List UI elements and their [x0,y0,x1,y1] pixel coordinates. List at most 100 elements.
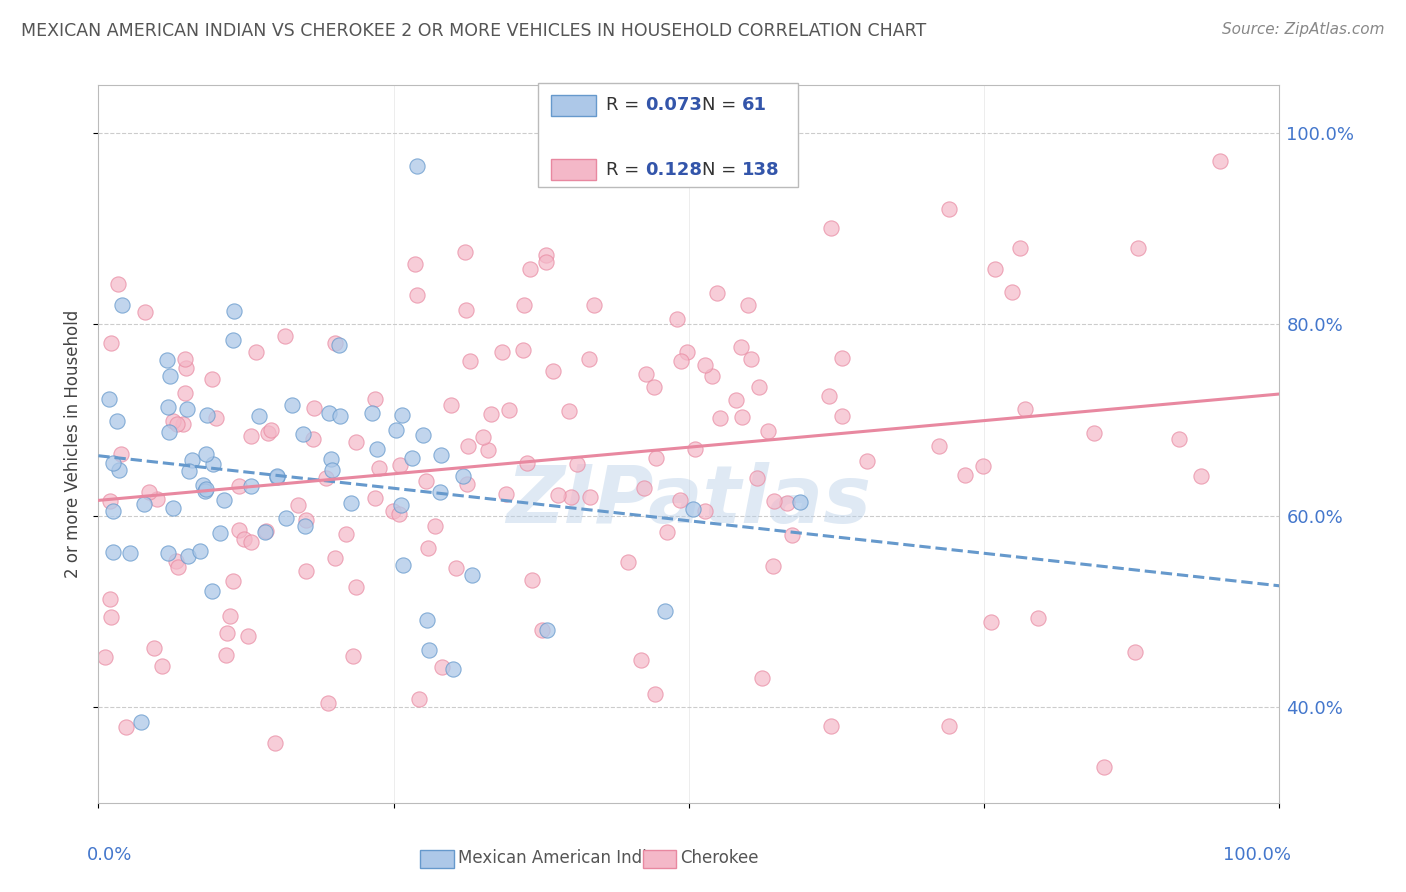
Text: Mexican American Indians: Mexican American Indians [458,849,676,867]
Point [406,159,429,173]
Point [737,298,759,312]
Text: 0.128: 0.128 [645,161,703,178]
Point [676,345,699,359]
Point [259,423,281,437]
Point [101,504,124,518]
Point [731,409,754,424]
Point [134,498,156,512]
Point [366,442,388,457]
Point [254,524,277,539]
Point [479,407,502,421]
Point [388,507,411,521]
Point [239,479,262,493]
Point [145,492,167,507]
Point [129,714,152,729]
Point [451,469,474,483]
Point [165,554,187,568]
Point [1209,154,1232,169]
Point [763,494,786,508]
Point [391,408,413,422]
Point [281,398,304,412]
Point [202,457,225,471]
Point [240,429,263,443]
Point [201,371,224,385]
Point [756,424,779,438]
Point [1008,240,1031,254]
Point [645,450,668,465]
Point [159,369,181,384]
Point [194,482,217,496]
Point [256,425,278,440]
Point [1126,240,1149,254]
Point [344,580,367,594]
Text: 0.073: 0.073 [645,96,702,114]
Point [775,496,797,510]
Point [157,425,180,439]
Point [458,354,481,368]
Point [219,608,242,623]
Point [98,493,121,508]
Point [222,574,245,588]
Point [953,467,976,482]
Point [167,560,190,574]
Point [209,526,232,541]
Point [972,458,994,473]
Point [340,496,363,510]
Point [156,353,179,368]
Point [430,660,453,674]
Text: 138: 138 [742,161,780,178]
Point [818,389,841,403]
Point [1167,432,1189,446]
Point [294,564,316,578]
Point [751,671,773,685]
Point [253,525,276,540]
Point [724,393,747,408]
Point [453,245,475,260]
Point [319,451,342,466]
Point [273,329,295,343]
Point [318,406,340,420]
Point [162,500,184,515]
Text: N =: N = [702,161,741,178]
Point [364,392,387,406]
Point [471,430,494,444]
Point [516,456,538,470]
Point [93,650,115,665]
Point [855,454,877,468]
Text: R =: R = [606,96,645,114]
Point [107,277,129,292]
Point [304,401,326,415]
Point [1026,611,1049,625]
Point [547,488,569,502]
Point [344,435,367,450]
Point [181,453,204,467]
Point [706,285,728,300]
Point [118,545,141,559]
Point [174,361,197,376]
Point [634,368,657,382]
Point [446,560,468,574]
Point [111,298,134,312]
Point [541,364,564,378]
Point [630,653,652,667]
Point [654,604,676,618]
Point [1083,425,1105,440]
Point [142,641,165,656]
Point [700,369,723,384]
Point [740,351,762,366]
Text: Cherokee: Cherokee [681,849,759,867]
Point [150,658,173,673]
Point [247,409,270,423]
Point [643,380,665,394]
Point [228,524,250,538]
Point [491,345,513,359]
Point [110,447,132,461]
Point [583,298,606,312]
Point [174,352,197,367]
Point [536,248,558,262]
Point [693,504,716,518]
Point [461,568,484,582]
Point [709,411,731,425]
Point [457,439,479,453]
Point [385,423,408,437]
